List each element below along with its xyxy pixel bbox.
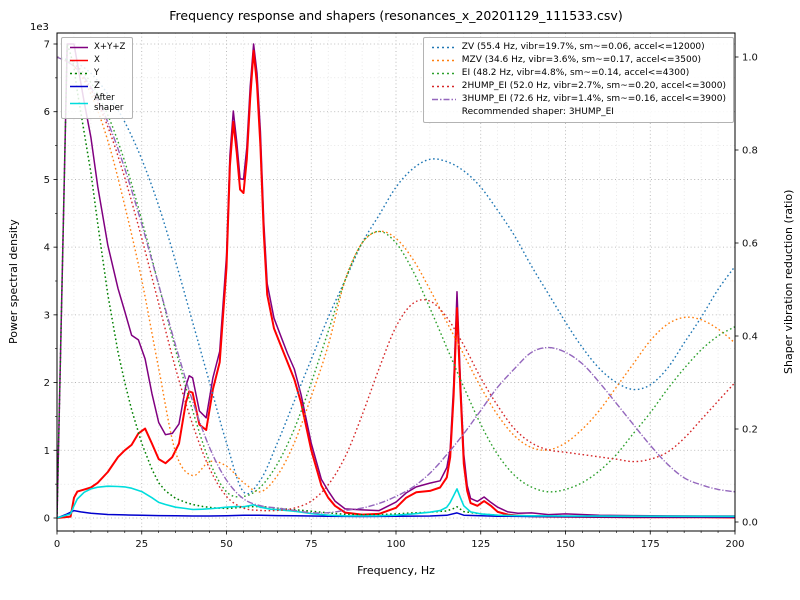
x-axis-label: Frequency, Hz [357, 564, 435, 577]
svg-text:4: 4 [44, 243, 50, 254]
legend-label: MZV (34.6 Hz, vibr=3.6%, sm~=0.17, accel… [461, 55, 701, 66]
shaper-line-3hump_ei [57, 56, 735, 514]
legend-line-sample [70, 72, 88, 75]
svg-text:2: 2 [44, 378, 50, 389]
legend-label: After shaper [94, 93, 124, 113]
svg-text:7: 7 [44, 40, 50, 51]
y-axis-offset-label: 1e3 [30, 22, 49, 33]
svg-text:0.8: 0.8 [742, 146, 758, 157]
svg-text:5: 5 [44, 175, 50, 186]
svg-text:0.4: 0.4 [742, 332, 758, 343]
legend-item: ZV (55.4 Hz, vibr=19.7%, sm~=0.06, accel… [431, 42, 726, 53]
legend-item: Z [69, 81, 125, 92]
y-axis-label-right: Shaper vibration reduction (ratio) [782, 189, 795, 375]
legend-item: 2HUMP_EI (52.0 Hz, vibr=2.7%, sm~=0.20, … [431, 81, 726, 92]
svg-text:175: 175 [641, 539, 660, 550]
svg-text:0.2: 0.2 [742, 425, 758, 436]
svg-text:100: 100 [386, 539, 405, 550]
legend-line-sample [431, 107, 457, 118]
legend-item: Y [69, 68, 125, 79]
legend-line-sample [70, 59, 88, 62]
legend-label: ZV (55.4 Hz, vibr=19.7%, sm~=0.06, accel… [461, 42, 705, 53]
svg-text:200: 200 [725, 539, 744, 550]
svg-text:25: 25 [135, 539, 148, 550]
legend-line-sample [431, 72, 456, 75]
svg-text:75: 75 [305, 539, 318, 550]
svg-text:0: 0 [44, 514, 50, 525]
legend-item: X+Y+Z [69, 42, 125, 53]
psd-line-z [57, 509, 735, 519]
legend-line-sample [70, 85, 88, 88]
psd-line-after-shaper [57, 485, 735, 519]
svg-text:150: 150 [556, 539, 575, 550]
legend-item: X [69, 55, 125, 66]
svg-text:3: 3 [44, 310, 50, 321]
chart-title: Frequency response and shapers (resonanc… [169, 8, 623, 23]
psd-line-x-y-z [57, 43, 735, 519]
svg-text:125: 125 [471, 539, 490, 550]
svg-text:0.6: 0.6 [742, 239, 758, 250]
legend-line-sample [431, 59, 456, 62]
legend-label: EI (48.2 Hz, vibr=4.8%, sm~=0.14, accel<… [461, 68, 690, 79]
svg-text:0.0: 0.0 [742, 518, 758, 529]
legend-line-sample [431, 98, 456, 101]
legend-line-sample [70, 103, 88, 105]
svg-text:1.0: 1.0 [742, 53, 758, 64]
legend-label: Z [94, 80, 100, 91]
svg-text:50: 50 [220, 539, 233, 550]
shaper-line-mzv [57, 56, 735, 493]
legend-item: After shaper [69, 93, 125, 114]
series-group [57, 43, 735, 519]
legend-label: Y [94, 67, 100, 78]
legend-label: 3HUMP_EI (72.6 Hz, vibr=1.4%, sm~=0.16, … [461, 94, 726, 105]
legend-label: X [94, 54, 100, 65]
legend-label: X+Y+Z [94, 41, 126, 52]
shaper-line-2hump_ei [57, 56, 735, 512]
axis-ticks: 0 25 50 75 100 125 150 175 200 0 1 2 3 4 5 6 7 0.0 0.2 0.4 0… [44, 40, 758, 551]
legend-line-sample [431, 85, 456, 88]
y-axis-label-left: Power spectral density [7, 219, 20, 345]
legend-item: 3HUMP_EI (72.6 Hz, vibr=1.4%, sm~=0.16, … [431, 94, 726, 105]
legend-item: EI (48.2 Hz, vibr=4.8%, sm~=0.14, accel<… [431, 68, 726, 79]
svg-text:6: 6 [44, 107, 50, 118]
legend-label: 2HUMP_EI (52.0 Hz, vibr=2.7%, sm~=0.20, … [461, 81, 726, 92]
legend-shapers: ZV (55.4 Hz, vibr=19.7%, sm~=0.06, accel… [422, 37, 734, 123]
legend-line-sample [70, 46, 88, 49]
svg-text:1: 1 [44, 446, 50, 457]
legend-item: MZV (34.6 Hz, vibr=3.6%, sm~=0.17, accel… [431, 55, 726, 66]
svg-text:0: 0 [54, 539, 60, 550]
legend-line-sample [431, 46, 456, 49]
psd-line-x [57, 49, 735, 519]
legend-psd: X+Y+Z X Y Z After shaper [61, 37, 134, 119]
legend-label: Recommended shaper: 3HUMP_EI [461, 107, 614, 118]
legend-item: Recommended shaper: 3HUMP_EI [431, 107, 726, 118]
